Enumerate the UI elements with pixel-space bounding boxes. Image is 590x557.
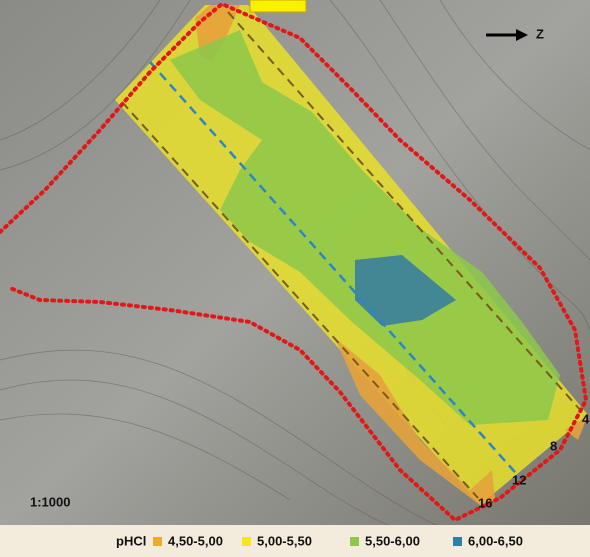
legend-swatch [453,537,462,546]
row-label: 4 [582,411,590,426]
legend-label: 5,50-6,00 [365,533,420,548]
map: Z 4 8 12 16 1:1000 pHCl 4,50-5,00 5,00-5,… [0,0,590,557]
legend-label: 6,00-6,50 [468,533,523,548]
legend-swatch [350,537,359,546]
legend-swatch [242,537,251,546]
row-label: 8 [550,438,557,453]
legend-title: pHCl [116,533,146,548]
legend-swatch [153,537,162,546]
title-box [250,0,306,12]
legend-label: 4,50-5,00 [168,533,223,548]
legend-label: 5,00-5,50 [257,533,312,548]
north-label: Z [536,26,544,41]
row-label: 12 [512,472,526,487]
row-label: 16 [478,495,492,510]
scale-label: 1:1000 [30,494,70,509]
